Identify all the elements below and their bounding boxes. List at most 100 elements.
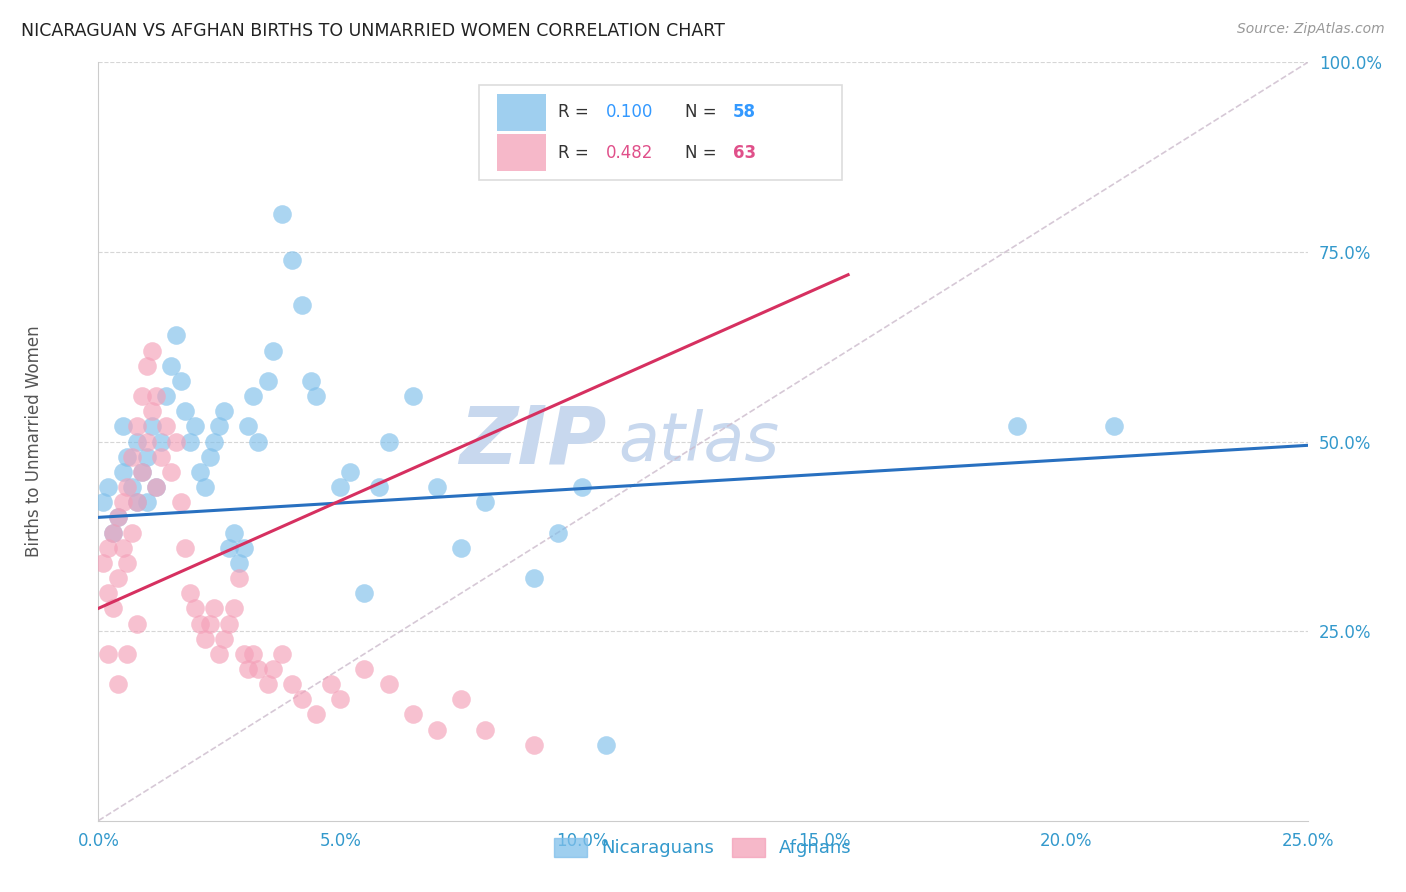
- Point: [212, 632, 235, 646]
- Point: [305, 389, 328, 403]
- Point: [127, 419, 149, 434]
- Point: [169, 374, 191, 388]
- Point: [523, 738, 546, 752]
- Point: [179, 586, 201, 600]
- Text: 0.100: 0.100: [606, 103, 654, 120]
- Point: [595, 738, 617, 752]
- Point: [426, 723, 449, 737]
- Point: [174, 541, 197, 555]
- Point: [111, 465, 134, 479]
- Point: [121, 480, 143, 494]
- Text: 58: 58: [734, 103, 756, 120]
- Point: [256, 677, 278, 691]
- Point: [135, 495, 157, 509]
- Point: [242, 389, 264, 403]
- Point: [305, 707, 328, 722]
- Point: [97, 480, 120, 494]
- Point: [238, 419, 260, 434]
- Point: [97, 586, 120, 600]
- Point: [232, 647, 254, 661]
- Point: [111, 419, 134, 434]
- Point: [218, 616, 240, 631]
- Point: [127, 495, 149, 509]
- Point: [188, 616, 211, 631]
- Point: [377, 677, 399, 691]
- Point: [353, 586, 375, 600]
- Point: [117, 647, 139, 661]
- Point: [547, 525, 569, 540]
- Point: [402, 707, 425, 722]
- Point: [228, 571, 250, 585]
- Text: 63: 63: [734, 144, 756, 161]
- Point: [117, 450, 139, 464]
- Point: [188, 465, 211, 479]
- Point: [262, 343, 284, 358]
- Text: atlas: atlas: [619, 409, 779, 475]
- Point: [131, 465, 153, 479]
- Text: Source: ZipAtlas.com: Source: ZipAtlas.com: [1237, 22, 1385, 37]
- Point: [145, 389, 167, 403]
- Point: [91, 556, 114, 570]
- Point: [155, 389, 177, 403]
- Point: [107, 510, 129, 524]
- Point: [450, 541, 472, 555]
- Point: [319, 677, 342, 691]
- Point: [194, 480, 217, 494]
- Point: [141, 419, 163, 434]
- Point: [256, 374, 278, 388]
- Point: [179, 434, 201, 449]
- Point: [426, 480, 449, 494]
- Point: [111, 541, 134, 555]
- Point: [127, 616, 149, 631]
- Y-axis label: Births to Unmarried Women: Births to Unmarried Women: [25, 326, 42, 558]
- Point: [247, 662, 270, 676]
- Point: [281, 677, 304, 691]
- Legend: Nicaraguans, Afghans: Nicaraguans, Afghans: [547, 830, 859, 864]
- Point: [131, 389, 153, 403]
- Point: [101, 525, 124, 540]
- Point: [165, 328, 187, 343]
- Point: [281, 252, 304, 267]
- Bar: [498, 135, 546, 171]
- Point: [101, 601, 124, 615]
- Point: [474, 495, 496, 509]
- Point: [290, 692, 312, 706]
- Point: [238, 662, 260, 676]
- Point: [368, 480, 391, 494]
- Point: [160, 465, 183, 479]
- Text: R =: R =: [558, 103, 593, 120]
- Point: [155, 419, 177, 434]
- Point: [523, 571, 546, 585]
- Point: [329, 480, 352, 494]
- Point: [329, 692, 352, 706]
- Point: [127, 434, 149, 449]
- Point: [184, 601, 207, 615]
- Point: [339, 465, 361, 479]
- Bar: [498, 95, 546, 130]
- Text: N =: N =: [685, 144, 721, 161]
- Point: [107, 571, 129, 585]
- Point: [353, 662, 375, 676]
- Point: [208, 647, 231, 661]
- Point: [91, 495, 114, 509]
- Point: [135, 359, 157, 373]
- Point: [107, 510, 129, 524]
- FancyBboxPatch shape: [479, 85, 842, 180]
- Point: [169, 495, 191, 509]
- Point: [174, 404, 197, 418]
- Point: [204, 434, 226, 449]
- Point: [198, 616, 221, 631]
- Text: N =: N =: [685, 103, 721, 120]
- Text: 0.482: 0.482: [606, 144, 654, 161]
- Text: ZIP: ZIP: [458, 402, 606, 481]
- Point: [299, 374, 322, 388]
- Point: [262, 662, 284, 676]
- Point: [222, 525, 245, 540]
- Point: [450, 692, 472, 706]
- Point: [131, 465, 153, 479]
- Point: [571, 480, 593, 494]
- Point: [474, 723, 496, 737]
- Point: [121, 450, 143, 464]
- Point: [145, 480, 167, 494]
- Point: [184, 419, 207, 434]
